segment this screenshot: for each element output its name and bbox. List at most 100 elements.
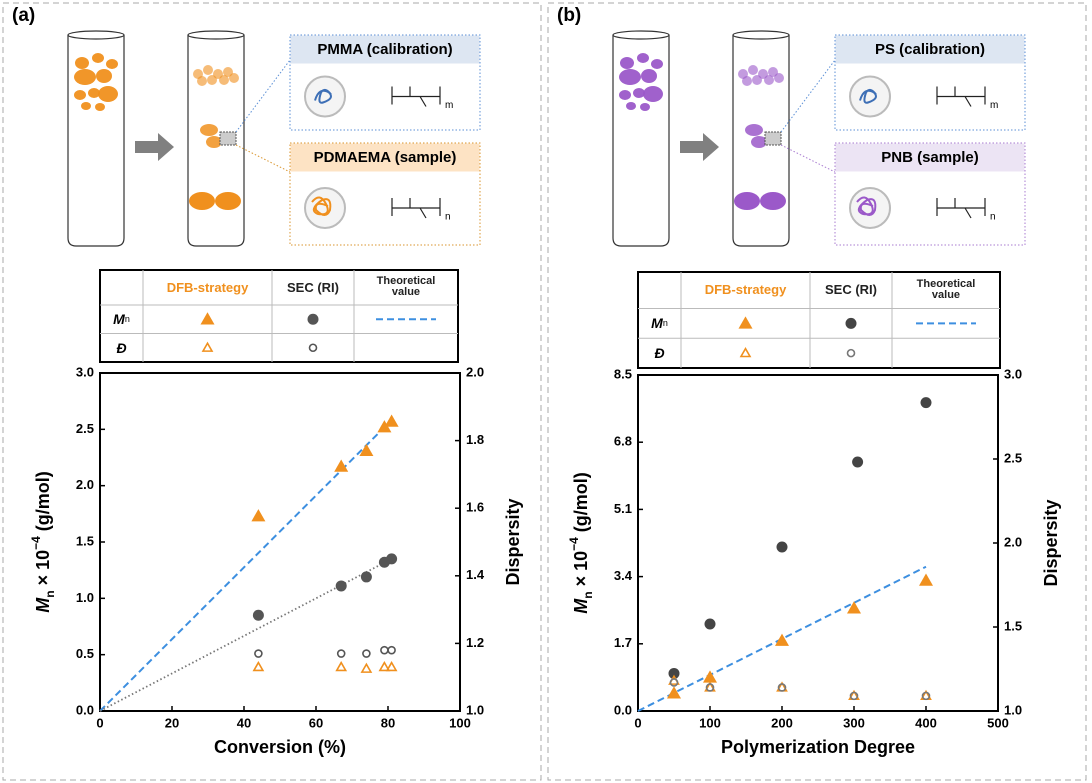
legend-header: DFB-strategy xyxy=(166,279,249,295)
y2-tick-label: 1.4 xyxy=(466,567,485,582)
y2-tick-label: 2.0 xyxy=(1004,534,1022,549)
polymer-header xyxy=(290,143,480,172)
connector xyxy=(235,59,291,133)
particle xyxy=(620,57,634,69)
particle xyxy=(106,59,118,69)
particle xyxy=(626,102,636,110)
coil-icon xyxy=(849,75,891,118)
x-tick-label: 300 xyxy=(843,715,865,730)
y-tick-label: 1.7 xyxy=(614,635,632,650)
plot-frame xyxy=(99,372,461,712)
x-tick-label: 0 xyxy=(96,715,103,730)
particle xyxy=(774,73,784,83)
particle xyxy=(197,76,207,86)
particle xyxy=(96,69,112,83)
legend-marker xyxy=(200,312,215,325)
legend-table xyxy=(637,271,1001,369)
data-point xyxy=(252,609,264,621)
particle xyxy=(92,53,104,63)
legend-marker xyxy=(738,316,753,329)
particle xyxy=(200,124,218,136)
particle xyxy=(619,69,641,85)
legend-marker xyxy=(307,313,319,325)
polymer-header xyxy=(835,143,1025,172)
x-tick-label: 40 xyxy=(237,715,251,730)
particle xyxy=(742,76,752,86)
legend-header: Theoretical value xyxy=(376,274,436,299)
particle xyxy=(207,75,217,85)
y-axis-label-part: M xyxy=(571,598,591,614)
data-point xyxy=(387,645,396,655)
selection-box xyxy=(764,131,782,146)
connector xyxy=(235,144,291,173)
plot-frame xyxy=(637,374,999,712)
x-tick-label: 60 xyxy=(309,715,323,730)
y-axis-label: Mn × 10−4 (g/mol) xyxy=(29,471,57,613)
polymer-name: PDMAEMA (sample) xyxy=(314,149,457,166)
particle xyxy=(637,53,649,63)
particle xyxy=(619,90,631,100)
structure xyxy=(936,86,986,107)
selection-box xyxy=(219,131,237,146)
y-axis-label: Mn × 10−4 (g/mol) xyxy=(567,472,595,614)
particle xyxy=(229,73,239,83)
polymer-name: PNB (sample) xyxy=(881,149,979,166)
data-point xyxy=(919,573,933,586)
data-point xyxy=(668,667,680,679)
tube xyxy=(732,35,790,247)
particle xyxy=(734,192,760,210)
y-axis-label-part: (g/mol) xyxy=(33,471,53,536)
y-axis-label-part: (g/mol) xyxy=(571,472,591,537)
legend-row-text: Đ xyxy=(654,345,665,362)
data-point xyxy=(360,571,372,583)
data-point xyxy=(359,443,374,456)
legend-marker xyxy=(739,347,752,358)
panel-label: (b) xyxy=(557,5,581,26)
particle xyxy=(651,59,663,69)
data-point xyxy=(384,414,399,427)
data-point xyxy=(254,649,263,658)
y-axis-label-part: −4 xyxy=(567,537,581,551)
y2-tick-label: 1.5 xyxy=(1004,618,1022,633)
legend-header: SEC (RI) xyxy=(825,282,877,298)
y2-tick-label: 1.8 xyxy=(466,432,484,447)
particle xyxy=(745,124,763,136)
coil xyxy=(314,88,332,104)
particle xyxy=(81,102,91,110)
y-tick-label: 3.4 xyxy=(614,568,633,583)
particle xyxy=(98,86,118,102)
trend-line xyxy=(99,558,393,712)
panel-label: (a) xyxy=(12,5,35,26)
y-axis-label-part: × 10 xyxy=(571,551,591,592)
coil xyxy=(856,196,877,216)
data-point xyxy=(386,553,398,565)
legend-row-label: Đ xyxy=(638,338,681,368)
legend-row-text: n xyxy=(662,318,668,329)
data-point xyxy=(335,660,348,672)
polymer-name: PMMA (calibration) xyxy=(317,41,452,58)
legend-table xyxy=(99,269,459,363)
particle xyxy=(203,65,213,75)
particle xyxy=(75,57,89,69)
y-tick-label: 5.1 xyxy=(614,501,632,516)
data-point xyxy=(335,580,347,592)
repeat-index: n xyxy=(445,212,451,223)
tube xyxy=(187,35,245,247)
data-point xyxy=(385,660,398,672)
particle xyxy=(74,69,96,85)
y2-axis-label: Dispersity xyxy=(503,498,523,585)
repeat-index: m xyxy=(445,100,453,111)
polymer-header xyxy=(290,35,480,64)
y-axis-label-part: n xyxy=(43,590,57,597)
legend-marker xyxy=(308,343,318,353)
data-point xyxy=(378,660,391,672)
x-tick-label: 20 xyxy=(165,715,179,730)
tube-top xyxy=(612,30,670,40)
x-tick-label: 0 xyxy=(634,715,641,730)
particle xyxy=(748,65,758,75)
x-axis-label: Conversion (%) xyxy=(214,737,346,757)
y2-tick-label: 2.5 xyxy=(1004,450,1022,465)
